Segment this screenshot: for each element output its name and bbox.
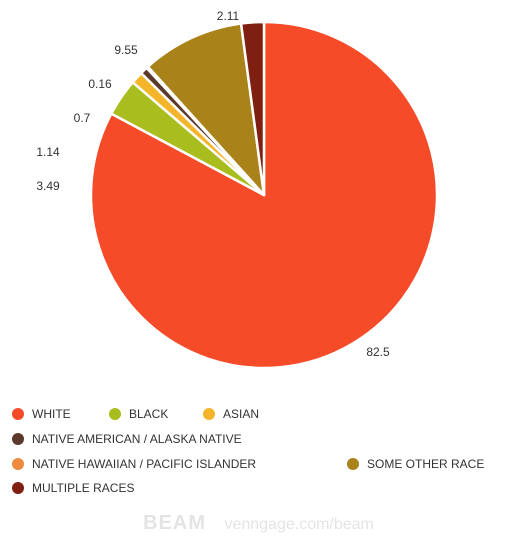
pie-slice-multiple-races (239, 20, 266, 197)
legend-swatch-some-other-race (347, 458, 359, 470)
legend-item-black: BLACK (109, 407, 168, 421)
legend-swatch-native-hawaiian (12, 458, 24, 470)
legend-item-native-hawaiian: NATIVE HAWAIIAN / PACIFIC ISLANDER (12, 457, 256, 471)
legend-label-multiple-races: MULTIPLE RACES (32, 481, 135, 495)
legend-label-native-american: NATIVE AMERICAN / ALASKA NATIVE (32, 432, 242, 446)
legend-item-some-other-race: SOME OTHER RACE (347, 457, 484, 471)
legend-label-asian: ASIAN (223, 407, 260, 421)
data-label-white: 82.5 (366, 345, 390, 359)
data-label-black: 3.49 (36, 179, 60, 193)
footer-logo: BEAM (143, 512, 206, 534)
legend-item-asian: ASIAN (203, 407, 259, 421)
legend-item-white: WHITE (12, 407, 71, 421)
legend-label-native-hawaiian: NATIVE HAWAIIAN / PACIFIC ISLANDER (32, 457, 257, 471)
legend-label-white: WHITE (32, 407, 71, 421)
data-label-asian: 1.14 (36, 145, 60, 159)
legend-swatch-white (12, 408, 24, 420)
legend-item-multiple-races: MULTIPLE RACES (12, 481, 134, 495)
legend-swatch-native-american (12, 433, 24, 445)
data-label-native-hawaiian-pacific-islander: 0.16 (88, 77, 112, 91)
pie-chart: 82.5 3.49 1.14 0.7 0.16 9.55 2.11 (36, 9, 439, 370)
data-label-some-other-race: 9.55 (114, 43, 138, 57)
legend-label-black: BLACK (129, 407, 169, 421)
footer-link-text: venngage.com/beam (224, 516, 374, 533)
footer-watermark: BEAM venngage.com/beam (0, 512, 517, 535)
legend-swatch-asian (203, 408, 215, 420)
legend-label-some-other-race: SOME OTHER RACE (367, 457, 485, 471)
legend-swatch-black (109, 408, 121, 420)
legend-swatch-multiple-races (12, 482, 24, 494)
data-label-native-american-alaska-native: 0.7 (74, 111, 91, 125)
legend-item-native-american: NATIVE AMERICAN / ALASKA NATIVE (12, 432, 242, 446)
pie-slice-some-other-race (146, 22, 266, 197)
data-label-multiple-races: 2.11 (217, 9, 240, 23)
